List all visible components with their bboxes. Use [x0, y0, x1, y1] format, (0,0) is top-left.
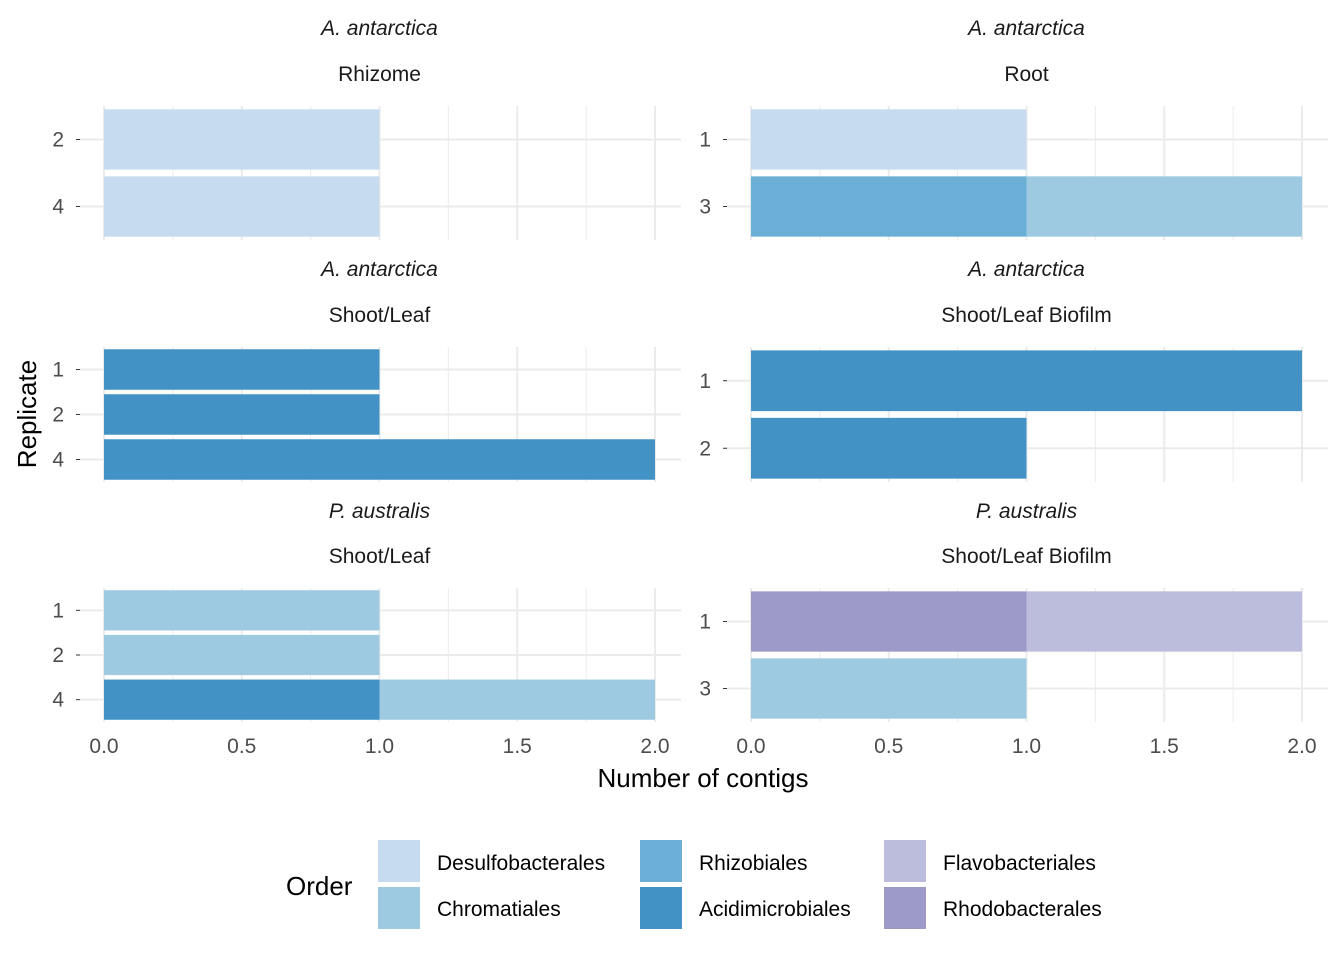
x-tick-label: 1.5 [1150, 735, 1179, 758]
bar-segment [379, 679, 655, 720]
facet-tissue-label: Shoot/Leaf [329, 304, 431, 327]
bar-segment [1026, 176, 1302, 237]
y-tick-label: 2 [699, 437, 711, 460]
bar-segment [104, 349, 380, 390]
facet-species-label: A. antarctica [319, 17, 438, 40]
facet-species-label: P. australis [329, 500, 431, 523]
facet-tissue-label: Rhizome [338, 63, 421, 86]
legend-label: Chromatiales [437, 898, 561, 921]
y-tick-label: 4 [52, 449, 64, 472]
facet-panels: A. antarctica Rhizome 2 4 A. antarctica Root 1… [52, 17, 1328, 758]
x-tick-label: 0.0 [736, 735, 765, 758]
legend-label: Acidimicrobiales [699, 898, 851, 921]
facet-panel: P. australis Shoot/Leaf 1 2 4 0.0 0.5 1.0 1.5 2.0 [52, 500, 681, 758]
y-tick-label: 4 [52, 196, 64, 219]
x-tick-label: 0.5 [227, 735, 256, 758]
y-tick-label: 1 [52, 599, 64, 622]
legend-title: Order [286, 871, 353, 901]
bar-segment [104, 109, 380, 170]
y-tick-label: 1 [699, 370, 711, 393]
facet-panel: A. antarctica Shoot/Leaf Biofilm 1 2 [699, 258, 1328, 482]
y-tick-label: 3 [699, 678, 711, 701]
y-tick-label: 4 [52, 689, 64, 712]
legend-label: Rhodobacterales [943, 898, 1102, 921]
legend-item: Acidimicrobiales [640, 887, 851, 929]
x-tick-label: 2.0 [640, 735, 669, 758]
facet-tissue-label: Shoot/Leaf Biofilm [941, 304, 1111, 327]
bar-segment [751, 350, 1302, 412]
legend-label: Flavobacteriales [943, 852, 1096, 875]
facet-species-label: A. antarctica [319, 258, 438, 281]
bar-segment [751, 417, 1027, 479]
legend-key [884, 840, 926, 882]
facet-species-label: A. antarctica [966, 17, 1085, 40]
y-tick-label: 1 [699, 129, 711, 152]
facet-tissue-label: Root [1004, 63, 1049, 86]
bar-segment [1026, 591, 1302, 652]
facet-tissue-label: Shoot/Leaf Biofilm [941, 545, 1111, 568]
y-tick-label: 1 [699, 611, 711, 634]
legend-item: Chromatiales [378, 887, 561, 929]
bar-segment [104, 394, 380, 435]
legend-label: Desulfobacterales [437, 852, 605, 875]
y-tick-label: 2 [52, 644, 64, 667]
x-tick-label: 1.0 [1012, 735, 1041, 758]
bar-segment [104, 634, 380, 676]
bar-segment [104, 176, 380, 237]
legend-key [884, 887, 926, 929]
facet-tissue-label: Shoot/Leaf [329, 545, 431, 568]
facet-panel: A. antarctica Shoot/Leaf 1 2 4 [52, 258, 681, 482]
bar-segment [104, 679, 380, 720]
x-axis-title: Number of contigs [598, 763, 809, 793]
legend-key [378, 887, 420, 929]
legend: Order Desulfobacterales Chromatiales Rhizo… [286, 840, 1102, 929]
legend-item: Rhizobiales [640, 840, 808, 882]
bar-segment [751, 658, 1027, 719]
legend-key [640, 840, 682, 882]
legend-item: Desulfobacterales [378, 840, 605, 882]
facet-panel: A. antarctica Root 1 3 [699, 17, 1328, 240]
bar-segment [104, 590, 380, 631]
facet-panel: P. australis Shoot/Leaf Biofilm 1 3 0.0 0.5 1.… [699, 500, 1328, 758]
x-tick-label: 0.5 [874, 735, 903, 758]
y-axis-title: Replicate [12, 360, 42, 468]
bar-segment [751, 591, 1027, 652]
legend-key [378, 840, 420, 882]
y-tick-label: 3 [699, 196, 711, 219]
x-tick-label: 0.0 [89, 735, 118, 758]
facet-panel: A. antarctica Rhizome 2 4 [52, 17, 681, 240]
x-tick-label: 1.0 [365, 735, 394, 758]
y-tick-label: 2 [52, 404, 64, 427]
legend-item: Rhodobacterales [884, 887, 1102, 929]
bar-segment [751, 176, 1027, 237]
legend-label: Rhizobiales [699, 852, 808, 875]
bar-segment [104, 439, 655, 480]
legend-item: Flavobacteriales [884, 840, 1096, 882]
y-tick-label: 1 [52, 359, 64, 382]
bar-segment [751, 109, 1027, 170]
facet-species-label: P. australis [976, 500, 1078, 523]
y-tick-label: 2 [52, 129, 64, 152]
legend-key [640, 887, 682, 929]
x-tick-label: 2.0 [1287, 735, 1316, 758]
x-tick-label: 1.5 [503, 735, 532, 758]
facet-species-label: A. antarctica [966, 258, 1085, 281]
